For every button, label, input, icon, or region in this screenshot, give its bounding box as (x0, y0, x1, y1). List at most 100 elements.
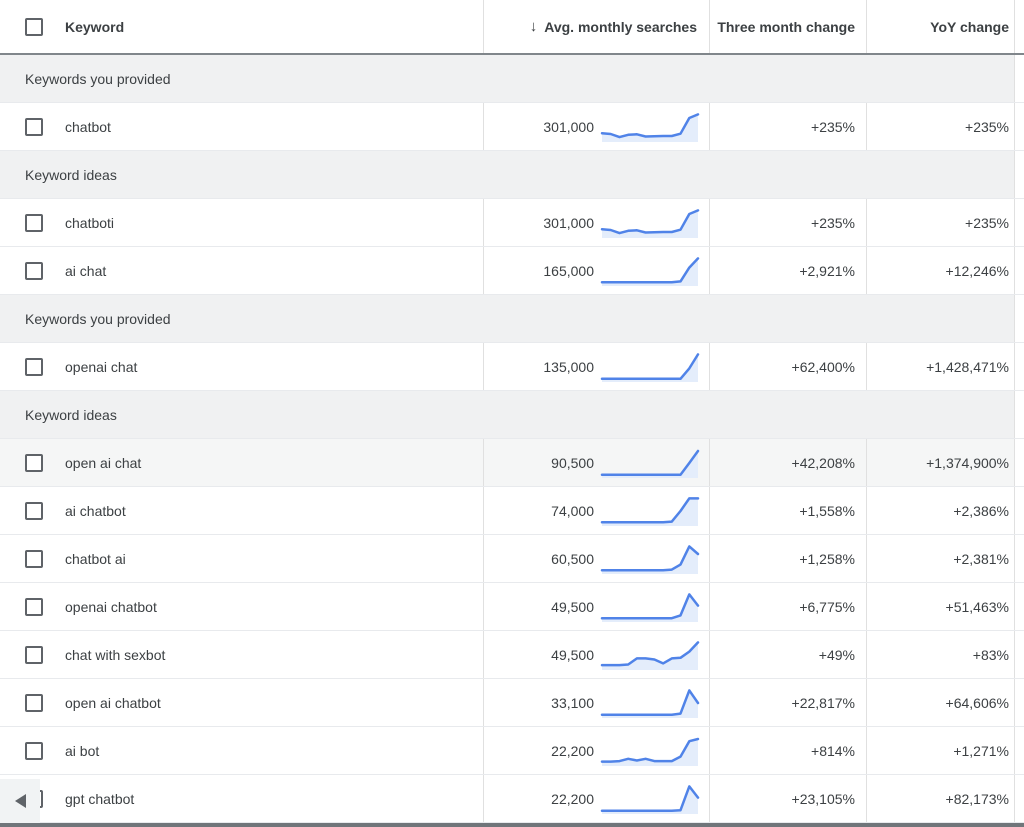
keyword-row[interactable]: chatboti 301,000 +235% +235% (0, 199, 1024, 247)
keyword-cell: chat with sexbot (0, 631, 483, 678)
scrollbar-gutter (1014, 343, 1024, 390)
scrollbar-gutter (1014, 55, 1024, 102)
three-month-change-cell: +23,105% (709, 775, 866, 822)
yoy-change-value: +12,246% (945, 262, 1009, 279)
avg-monthly-searches-value: 22,200 (551, 742, 594, 759)
row-checkbox[interactable] (25, 117, 43, 136)
avg-monthly-searches-cell: 49,500 (483, 631, 709, 678)
header-yoy-label: YoY change (930, 18, 1009, 35)
avg-monthly-searches-value: 33,100 (551, 694, 594, 711)
row-checkbox[interactable] (25, 501, 43, 520)
keyword-text: open ai chat (65, 454, 142, 471)
keyword-row[interactable]: chatbot 301,000 +235% +235% (0, 103, 1024, 151)
avg-monthly-searches-value: 165,000 (543, 262, 594, 279)
keyword-row[interactable]: open ai chatbot 33,100 +22,817% +64,606% (0, 679, 1024, 727)
row-checkbox[interactable] (25, 693, 43, 712)
three-month-change-value: +1,258% (799, 550, 855, 567)
header-yoy-change[interactable]: YoY change (866, 0, 1014, 53)
three-month-change-value: +2,921% (799, 262, 855, 279)
keyword-text: chat with sexbot (65, 646, 166, 663)
scrollbar-gutter (1014, 583, 1024, 630)
avg-monthly-searches-value: 301,000 (543, 118, 594, 135)
section-header-cell: Keywords you provided (0, 295, 1014, 342)
keyword-cell: chatboti (0, 199, 483, 246)
keyword-row[interactable]: ai chat 165,000 +2,921% +12,246% (0, 247, 1024, 295)
avg-monthly-searches-cell: 90,500 (483, 439, 709, 486)
keyword-row[interactable]: gpt chatbot 22,200 +23,105% +82,173% (0, 775, 1024, 823)
table-header-row: Keyword ↓ Avg. monthly searches Three mo… (0, 0, 1024, 55)
keyword-row[interactable]: open ai chat 90,500 +42,208% +1,374,900% (0, 439, 1024, 487)
scrollbar-gutter (1014, 631, 1024, 678)
keyword-cell: ai chatbot (0, 487, 483, 534)
scrollbar-gutter (1014, 727, 1024, 774)
section-label: Keyword ideas (25, 406, 117, 423)
header-three-month-label: Three month change (717, 18, 855, 35)
keyword-text: open ai chatbot (65, 694, 161, 711)
row-checkbox[interactable] (25, 213, 43, 232)
section-header-row: Keyword ideas (0, 391, 1024, 439)
yoy-change-value: +2,381% (953, 550, 1009, 567)
keyword-row[interactable]: openai chatbot 49,500 +6,775% +51,463% (0, 583, 1024, 631)
three-month-change-cell: +235% (709, 199, 866, 246)
keyword-text: ai chatbot (65, 502, 126, 519)
yoy-change-value: +235% (965, 214, 1009, 231)
search-trend-sparkline (600, 544, 700, 574)
avg-monthly-searches-cell: 165,000 (483, 247, 709, 294)
avg-monthly-searches-value: 60,500 (551, 550, 594, 567)
three-month-change-cell: +235% (709, 103, 866, 150)
row-checkbox[interactable] (25, 741, 43, 760)
keyword-row[interactable]: chatbot ai 60,500 +1,258% +2,381% (0, 535, 1024, 583)
yoy-change-cell: +235% (866, 199, 1014, 246)
keyword-row[interactable]: ai bot 22,200 +814% +1,271% (0, 727, 1024, 775)
avg-monthly-searches-cell: 60,500 (483, 535, 709, 582)
avg-monthly-searches-value: 74,000 (551, 502, 594, 519)
yoy-change-cell: +235% (866, 103, 1014, 150)
yoy-change-value: +51,463% (945, 598, 1009, 615)
row-checkbox[interactable] (25, 645, 43, 664)
avg-monthly-searches-cell: 301,000 (483, 103, 709, 150)
header-avg-monthly-label: Avg. monthly searches (544, 18, 697, 35)
yoy-change-value: +1,428,471% (926, 358, 1009, 375)
search-trend-sparkline (600, 784, 700, 814)
keyword-text: gpt chatbot (65, 790, 135, 807)
yoy-change-value: +2,386% (953, 502, 1009, 519)
row-checkbox[interactable] (25, 597, 43, 616)
section-header-cell: Keyword ideas (0, 151, 1014, 198)
keyword-text: ai bot (65, 742, 100, 759)
row-checkbox[interactable] (25, 453, 43, 472)
yoy-change-value: +1,374,900% (926, 454, 1009, 471)
three-month-change-cell: +49% (709, 631, 866, 678)
three-month-change-value: +23,105% (791, 790, 855, 807)
keyword-row[interactable]: chat with sexbot 49,500 +49% +83% (0, 631, 1024, 679)
avg-monthly-searches-value: 49,500 (551, 598, 594, 615)
search-trend-sparkline (600, 640, 700, 670)
keyword-cell: ai chat (0, 247, 483, 294)
search-trend-sparkline (600, 256, 700, 286)
keyword-row[interactable]: openai chat 135,000 +62,400% +1,428,471% (0, 343, 1024, 391)
scrollbar-gutter (1014, 535, 1024, 582)
table-body: Keywords you provided chatbot 301,000 +235%… (0, 55, 1024, 823)
keyword-text: chatbot ai (65, 550, 126, 567)
three-month-change-value: +62,400% (791, 358, 855, 375)
search-trend-sparkline (600, 496, 700, 526)
three-month-change-value: +42,208% (791, 454, 855, 471)
section-label: Keywords you provided (25, 70, 171, 87)
yoy-change-cell: +2,386% (866, 487, 1014, 534)
select-all-checkbox[interactable] (25, 17, 43, 36)
scrollbar-gutter (1014, 295, 1024, 342)
header-keyword-label: Keyword (65, 18, 125, 35)
three-month-change-cell: +42,208% (709, 439, 866, 486)
yoy-change-cell: +1,271% (866, 727, 1014, 774)
header-three-month-change[interactable]: Three month change (709, 0, 866, 53)
header-avg-monthly-searches[interactable]: ↓ Avg. monthly searches (483, 0, 709, 53)
keyword-text: chatboti (65, 214, 115, 231)
row-checkbox[interactable] (25, 549, 43, 568)
row-checkbox[interactable] (25, 261, 43, 280)
keyword-row[interactable]: ai chatbot 74,000 +1,558% +2,386% (0, 487, 1024, 535)
row-checkbox[interactable] (25, 357, 43, 376)
horizontal-scrollbar[interactable] (0, 823, 1024, 827)
scrollbar-gutter (1014, 439, 1024, 486)
collapse-panel-button[interactable] (0, 779, 40, 823)
avg-monthly-searches-value: 22,200 (551, 790, 594, 807)
three-month-change-value: +6,775% (799, 598, 855, 615)
